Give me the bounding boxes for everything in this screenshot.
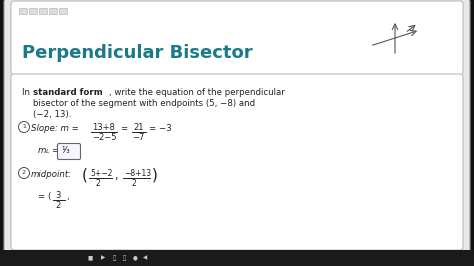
FancyBboxPatch shape — [11, 74, 463, 250]
Circle shape — [18, 122, 29, 132]
Text: 3: 3 — [55, 191, 60, 200]
Text: = −3: = −3 — [149, 124, 172, 133]
Text: ¹⁄₃: ¹⁄₃ — [61, 146, 70, 155]
Text: 21: 21 — [133, 123, 144, 132]
Text: midpoint:: midpoint: — [31, 170, 72, 179]
Text: =: = — [51, 146, 58, 155]
FancyBboxPatch shape — [4, 0, 470, 256]
FancyBboxPatch shape — [11, 1, 463, 75]
Text: Slope: m =: Slope: m = — [31, 124, 79, 133]
Text: In: In — [22, 88, 33, 97]
FancyBboxPatch shape — [57, 143, 81, 160]
Text: m: m — [38, 146, 46, 155]
Text: −7: −7 — [132, 133, 145, 142]
Text: bisector of the segment with endpoints (5, −8) and: bisector of the segment with endpoints (… — [33, 99, 255, 108]
Text: ,: , — [66, 192, 69, 201]
Text: 13+8: 13+8 — [92, 123, 115, 132]
Text: (−2, 13).: (−2, 13). — [33, 110, 72, 119]
Text: Perpendicular Bisector: Perpendicular Bisector — [22, 44, 253, 62]
Text: = (: = ( — [38, 192, 51, 201]
Text: 5+−2: 5+−2 — [90, 169, 112, 178]
Text: ▶: ▶ — [101, 256, 105, 260]
Text: ,: , — [114, 171, 118, 181]
FancyBboxPatch shape — [0, 250, 474, 266]
Text: −2−5: −2−5 — [92, 133, 117, 142]
Text: ): ) — [152, 167, 158, 182]
Text: 1: 1 — [22, 124, 26, 130]
Text: ⏭: ⏭ — [122, 255, 126, 261]
Text: , write the equation of the perpendicular: , write the equation of the perpendicula… — [109, 88, 285, 97]
Text: 2: 2 — [96, 179, 101, 188]
Text: ●: ● — [133, 256, 137, 260]
Text: ⏸: ⏸ — [112, 255, 116, 261]
Text: =: = — [120, 124, 127, 133]
Text: −8+13: −8+13 — [124, 169, 151, 178]
Text: 2: 2 — [55, 201, 60, 210]
Text: (: ( — [82, 167, 88, 182]
Text: L: L — [46, 149, 49, 154]
Text: 2: 2 — [132, 179, 137, 188]
FancyBboxPatch shape — [29, 9, 37, 15]
Text: standard form: standard form — [33, 88, 103, 97]
FancyBboxPatch shape — [39, 9, 47, 15]
Text: 2: 2 — [22, 171, 26, 176]
Text: ■: ■ — [87, 256, 92, 260]
Text: ◀: ◀ — [143, 256, 147, 260]
FancyBboxPatch shape — [49, 9, 57, 15]
FancyBboxPatch shape — [19, 9, 27, 15]
Circle shape — [18, 168, 29, 178]
FancyBboxPatch shape — [60, 9, 67, 15]
